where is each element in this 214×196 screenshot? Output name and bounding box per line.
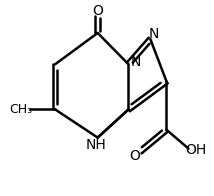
Text: N: N (149, 27, 159, 41)
Text: OH: OH (185, 143, 206, 157)
Text: O: O (92, 4, 103, 18)
Text: O: O (129, 149, 140, 163)
Text: CH₃: CH₃ (9, 103, 32, 116)
Text: NH: NH (86, 138, 107, 152)
Text: N: N (130, 55, 141, 69)
